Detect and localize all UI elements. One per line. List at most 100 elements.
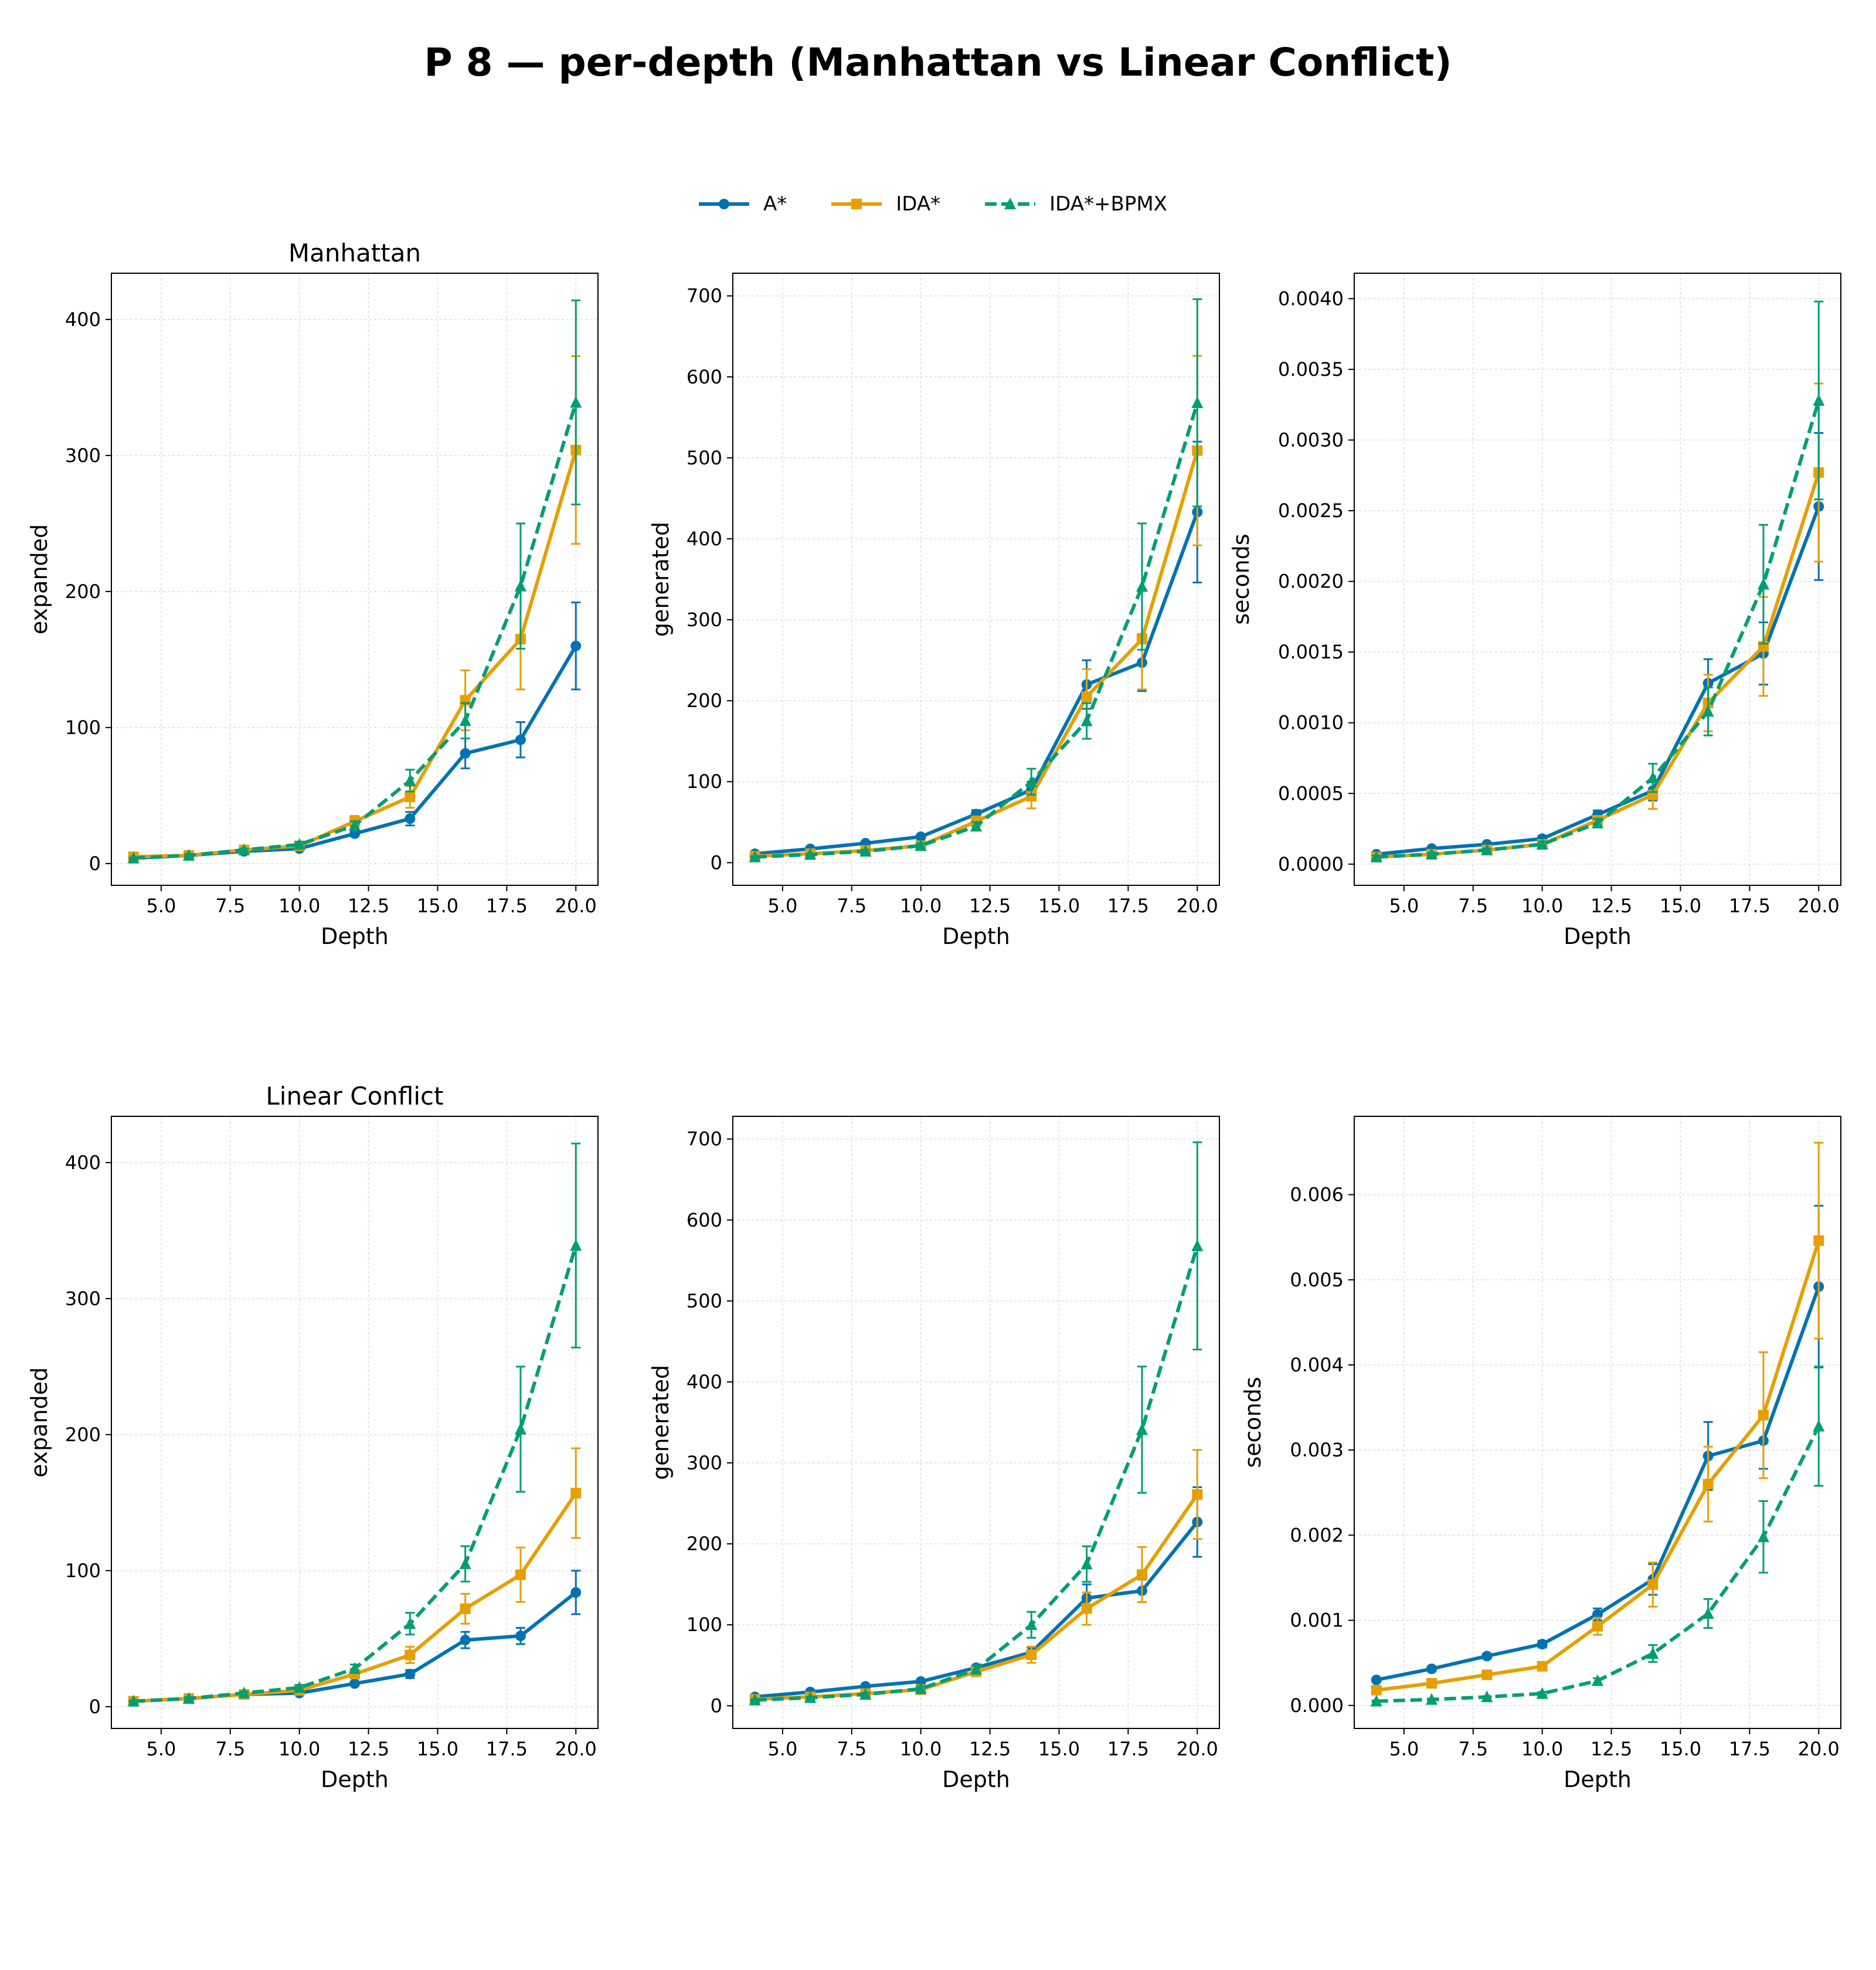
x-tick-label: 10.0: [1521, 895, 1563, 917]
x-tick-label: 20.0: [555, 1738, 597, 1760]
y-tick-label: 0.005: [1290, 1269, 1344, 1291]
x-axis-label: Depth: [1564, 1767, 1632, 1792]
data-point: [515, 734, 526, 745]
series-line: [755, 450, 1199, 858]
data-point: [749, 1693, 761, 1706]
y-tick-label: 0.0000: [1278, 853, 1344, 875]
series-idastar: [128, 355, 582, 862]
y-axis-label: seconds: [1228, 534, 1254, 624]
x-tick-label: 17.5: [1729, 895, 1770, 917]
x-tick-label: 17.5: [1729, 1738, 1770, 1760]
data-point: [1370, 850, 1382, 862]
plot-frame: [1354, 1116, 1841, 1729]
data-point: [1371, 1684, 1382, 1696]
x-axis-label: Depth: [321, 1767, 389, 1792]
data-point: [570, 396, 582, 408]
plot-frame: [111, 273, 599, 886]
data-point: [1426, 1693, 1438, 1705]
x-tick-label: 5.0: [1389, 1738, 1419, 1760]
y-tick-label: 0: [89, 1696, 101, 1718]
chart-panel-6: 5.0 7.5 10.0 12.5 15.0 17.5 20.0 0.000 0.001 0.00…: [1240, 1116, 1841, 1792]
data-point: [1426, 847, 1438, 860]
series-idastar-bpmx: [1370, 300, 1825, 862]
y-tick-label: 0.001: [1290, 1609, 1344, 1632]
data-point: [1702, 1479, 1714, 1490]
series-line: [1376, 400, 1821, 859]
data-point: [915, 1676, 926, 1687]
chart-panel-4: 5.0 7.5 10.0 12.5 15.0 17.5 20.0 0 100 200 300 400 D…: [26, 1082, 599, 1792]
x-tick-label: 5.0: [146, 895, 176, 917]
data-point: [1136, 580, 1148, 592]
data-point: [804, 848, 817, 860]
data-point: [514, 579, 526, 592]
data-point: [405, 1669, 416, 1680]
data-point: [1371, 1674, 1382, 1686]
series-line: [1376, 505, 1821, 856]
data-point: [514, 1422, 526, 1435]
y-tick-label: 0.0035: [1278, 358, 1344, 381]
y-tick-label: 100: [686, 1614, 722, 1636]
data-point: [404, 1617, 416, 1629]
data-point: [183, 1692, 195, 1704]
x-tick-label: 7.5: [1458, 895, 1488, 917]
data-point: [1426, 1663, 1437, 1674]
series-line: [755, 402, 1199, 859]
series-idastar-bpmx: [1370, 1366, 1825, 1707]
chart-panel-5: 5.0 7.5 10.0 12.5 15.0 17.5 20.0 0 100 200 300 400 5…: [648, 1116, 1220, 1792]
data-point: [1536, 838, 1548, 850]
y-tick-label: 300: [65, 444, 101, 467]
x-tick-label: 12.5: [1590, 1738, 1632, 1760]
y-tick-label: 100: [686, 770, 722, 793]
data-point: [970, 820, 982, 832]
data-point: [570, 1239, 582, 1251]
legend-label-idastar-bpmx: IDA*+BPMX: [1049, 192, 1167, 216]
legend-marker-astar: [699, 199, 749, 209]
x-tick-label: 20.0: [555, 895, 597, 917]
data-point: [405, 792, 416, 803]
series-line: [133, 449, 578, 859]
plot-frame: [1354, 273, 1841, 886]
data-point: [1757, 1530, 1769, 1543]
data-point: [1592, 1621, 1603, 1632]
x-axis-label: Depth: [1564, 923, 1632, 949]
y-tick-label: 700: [686, 1128, 722, 1150]
data-point: [460, 1603, 471, 1614]
data-point: [804, 1691, 817, 1703]
y-tick-label: 300: [65, 1288, 101, 1310]
x-tick-label: 15.0: [417, 1738, 458, 1760]
x-tick-label: 12.5: [348, 1738, 389, 1760]
x-tick-label: 20.0: [1798, 1738, 1840, 1760]
x-tick-label: 10.0: [900, 1738, 942, 1760]
data-point: [1813, 1419, 1825, 1432]
data-point: [127, 1694, 140, 1707]
x-tick-label: 7.5: [215, 895, 245, 917]
y-tick-label: 0.0030: [1278, 429, 1344, 451]
legend: A* IDA* IDA*+BPMX: [698, 186, 1211, 222]
x-tick-label: 7.5: [215, 1738, 245, 1760]
data-point: [127, 851, 140, 864]
y-tick-label: 200: [686, 1533, 722, 1555]
data-point: [460, 748, 471, 759]
x-tick-label: 20.0: [1177, 1738, 1218, 1760]
y-tick-label: 500: [686, 447, 722, 469]
y-tick-label: 400: [686, 528, 722, 550]
data-point: [460, 1635, 471, 1646]
data-point: [1025, 775, 1038, 787]
data-point: [970, 1663, 982, 1675]
y-tick-label: 0.004: [1290, 1354, 1344, 1376]
data-point: [1136, 1423, 1148, 1435]
x-tick-label: 12.5: [969, 895, 1011, 917]
x-tick-label: 7.5: [1458, 1738, 1488, 1760]
data-point: [404, 774, 416, 786]
data-point: [749, 850, 761, 862]
x-tick-label: 5.0: [146, 1738, 176, 1760]
data-point: [859, 1688, 872, 1700]
data-point: [1537, 1639, 1548, 1650]
y-tick-label: 700: [686, 285, 722, 307]
series-idastar: [1371, 1142, 1824, 1696]
chart-panel-2: 5.0 7.5 10.0 12.5 15.0 17.5 20.0 0 100 200 300 400 5…: [648, 273, 1220, 949]
data-point: [1026, 791, 1037, 802]
data-point: [570, 640, 582, 651]
y-tick-label: 100: [65, 716, 101, 739]
